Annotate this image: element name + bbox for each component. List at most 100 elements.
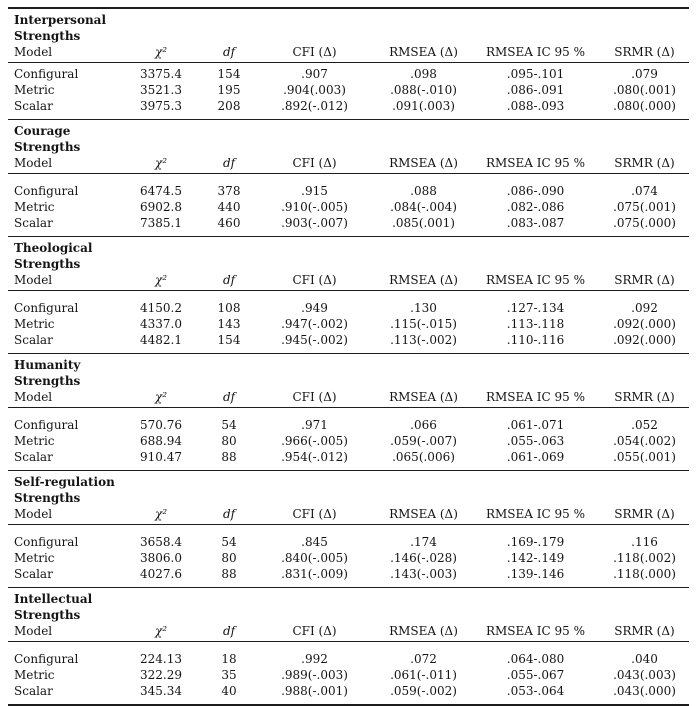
cell-rmsea: .174 [410, 535, 437, 549]
cell-chi2: 6474.5 [140, 184, 182, 198]
cell-chi2: 3658.4 [140, 535, 182, 549]
cell-rmsea-ci: .127-.134 [506, 301, 565, 315]
cell-rmsea-ci: .083-.087 [506, 216, 565, 230]
cell-srmr: .075(.001) [613, 200, 676, 214]
cell-rmsea: .059(-.007) [390, 434, 457, 448]
cell-df: 208 [217, 99, 241, 113]
cell-srmr: .092 [631, 301, 658, 315]
cell-chi2: 6902.8 [140, 200, 182, 214]
cell-model: Metric [14, 200, 55, 214]
cell-df: 378 [217, 184, 241, 198]
column-header-chi2: χ² [154, 156, 168, 170]
cell-cfi: .903(-.007) [281, 216, 348, 230]
column-header-chi2: χ² [154, 390, 168, 404]
column-header-rmsea: RMSEA (Δ) [389, 507, 458, 521]
cell-srmr: .074 [631, 184, 658, 198]
cell-srmr: .092(.000) [613, 317, 676, 331]
cell-rmsea: .084(-.004) [390, 200, 457, 214]
cell-rmsea: .072 [410, 652, 437, 666]
cell-model: Scalar [14, 450, 53, 464]
cell-chi2: 4337.0 [140, 317, 182, 331]
cell-rmsea-ci: .053-.064 [506, 684, 565, 698]
column-header-model: Model [14, 390, 53, 404]
cell-model: Scalar [14, 567, 53, 581]
column-header-model: Model [14, 273, 53, 287]
table-row-metric: Metric 322.29 35 .989(-.003) .061(-.011)… [8, 667, 689, 683]
section-intellectual-strengths: Intellectual Strengths Model χ² df CFI (… [8, 587, 689, 704]
cell-df: 460 [217, 216, 241, 230]
cell-rmsea-ci: .142-.149 [506, 551, 565, 565]
column-header-chi2: χ² [154, 624, 168, 638]
table-row-configural: Configural 4150.2 108 .949 .130 .127-.13… [8, 300, 689, 316]
cell-rmsea-ci: .088-.093 [506, 99, 565, 113]
table-row-configural: Configural 6474.5 378 .915 .088 .086-.09… [8, 183, 689, 199]
cell-rmsea-ci: .110-.116 [506, 333, 565, 347]
cell-rmsea: .061(-.011) [390, 668, 457, 682]
cell-chi2: 570.76 [140, 418, 182, 432]
column-header-srmr: SRMR (Δ) [614, 45, 675, 59]
table-row-scalar: Scalar 3975.3 208 .892(-.012) .091(.003)… [8, 98, 689, 114]
cell-model: Configural [14, 301, 79, 315]
table-header-row: Model χ² df CFI (Δ) RMSEA (Δ) RMSEA IC 9… [8, 389, 689, 408]
cell-rmsea-ci: .061-.071 [506, 418, 565, 432]
cell-df: 88 [221, 567, 237, 581]
cell-df: 154 [217, 67, 241, 81]
cell-rmsea: .113(-.002) [390, 333, 457, 347]
cell-rmsea-ci: .064-.080 [506, 652, 565, 666]
cell-rmsea: .143(-.003) [390, 567, 457, 581]
cell-srmr: .080(.000) [613, 99, 676, 113]
section-body: Configural 570.76 54 .971 .066 .061-.071… [8, 408, 689, 470]
section-body: Configural 224.13 18 .992 .072 .064-.080… [8, 642, 689, 704]
table-row-scalar: Scalar 7385.1 460 .903(-.007) .085(.001)… [8, 215, 689, 231]
section-body: Configural 3375.4 154 .907 .098 .095-.10… [8, 63, 689, 119]
cell-srmr: .075(.000) [613, 216, 676, 230]
cell-chi2: 4150.2 [140, 301, 182, 315]
table-row-scalar: Scalar 4027.6 88 .831(-.009) .143(-.003)… [8, 566, 689, 582]
section-body: Configural 3658.4 54 .845 .174 .169-.179… [8, 525, 689, 587]
column-header-chi2: χ² [154, 507, 168, 521]
column-header-df: df [222, 156, 236, 170]
table-row-configural: Configural 3375.4 154 .907 .098 .095-.10… [8, 66, 689, 82]
cell-model: Scalar [14, 99, 53, 113]
section-title: Theological Strengths [14, 241, 93, 271]
column-header-cfi: CFI (Δ) [292, 156, 337, 170]
cell-df: 195 [217, 83, 241, 97]
cell-model: Metric [14, 668, 55, 682]
section-body: Configural 4150.2 108 .949 .130 .127-.13… [8, 291, 689, 353]
cell-srmr: .116 [631, 535, 658, 549]
cell-chi2: 322.29 [140, 668, 182, 682]
cell-srmr: .054(.002) [613, 434, 676, 448]
section-title: Intellectual Strengths [14, 592, 93, 622]
column-header-cfi: CFI (Δ) [292, 507, 337, 521]
cell-cfi: .949 [301, 301, 328, 315]
column-header-srmr: SRMR (Δ) [614, 156, 675, 170]
cell-cfi: .954(-.012) [281, 450, 348, 464]
table-row-metric: Metric 6902.8 440 .910(-.005) .084(-.004… [8, 199, 689, 215]
column-header-rmsea-ci: RMSEA IC 95 % [485, 624, 585, 638]
column-header-srmr: SRMR (Δ) [614, 390, 675, 404]
fit-indices-table: Interpersonal Strengths Model χ² df CFI … [8, 7, 689, 706]
cell-cfi: .904(.003) [283, 83, 346, 97]
cell-cfi: .992 [301, 652, 328, 666]
section-courage-strengths: Courage Strengths Model χ² df CFI (Δ) RM… [8, 119, 689, 236]
cell-model: Scalar [14, 684, 53, 698]
cell-cfi: .945(-.002) [281, 333, 348, 347]
cell-model: Configural [14, 184, 79, 198]
table-row-scalar: Scalar 910.47 88 .954(-.012) .065(.006) … [8, 449, 689, 465]
cell-rmsea-ci: .086-.090 [506, 184, 565, 198]
cell-cfi: .989(-.003) [281, 668, 348, 682]
section-humanity-strengths: Humanity Strengths Model χ² df CFI (Δ) R… [8, 353, 689, 470]
section-title: Courage Strengths [14, 124, 81, 154]
cell-cfi: .947(-.002) [281, 317, 348, 331]
cell-df: 143 [217, 317, 241, 331]
cell-rmsea: .146(-.028) [390, 551, 457, 565]
cell-cfi: .840(-.005) [281, 551, 348, 565]
column-header-rmsea: RMSEA (Δ) [389, 156, 458, 170]
cell-rmsea-ci: .113-.118 [506, 317, 565, 331]
column-header-model: Model [14, 156, 53, 170]
cell-rmsea: .088 [410, 184, 437, 198]
column-header-model: Model [14, 507, 53, 521]
cell-rmsea: .085(.001) [392, 216, 455, 230]
section-theological-strengths: Theological Strengths Model χ² df CFI (Δ… [8, 236, 689, 353]
cell-df: 54 [221, 535, 237, 549]
